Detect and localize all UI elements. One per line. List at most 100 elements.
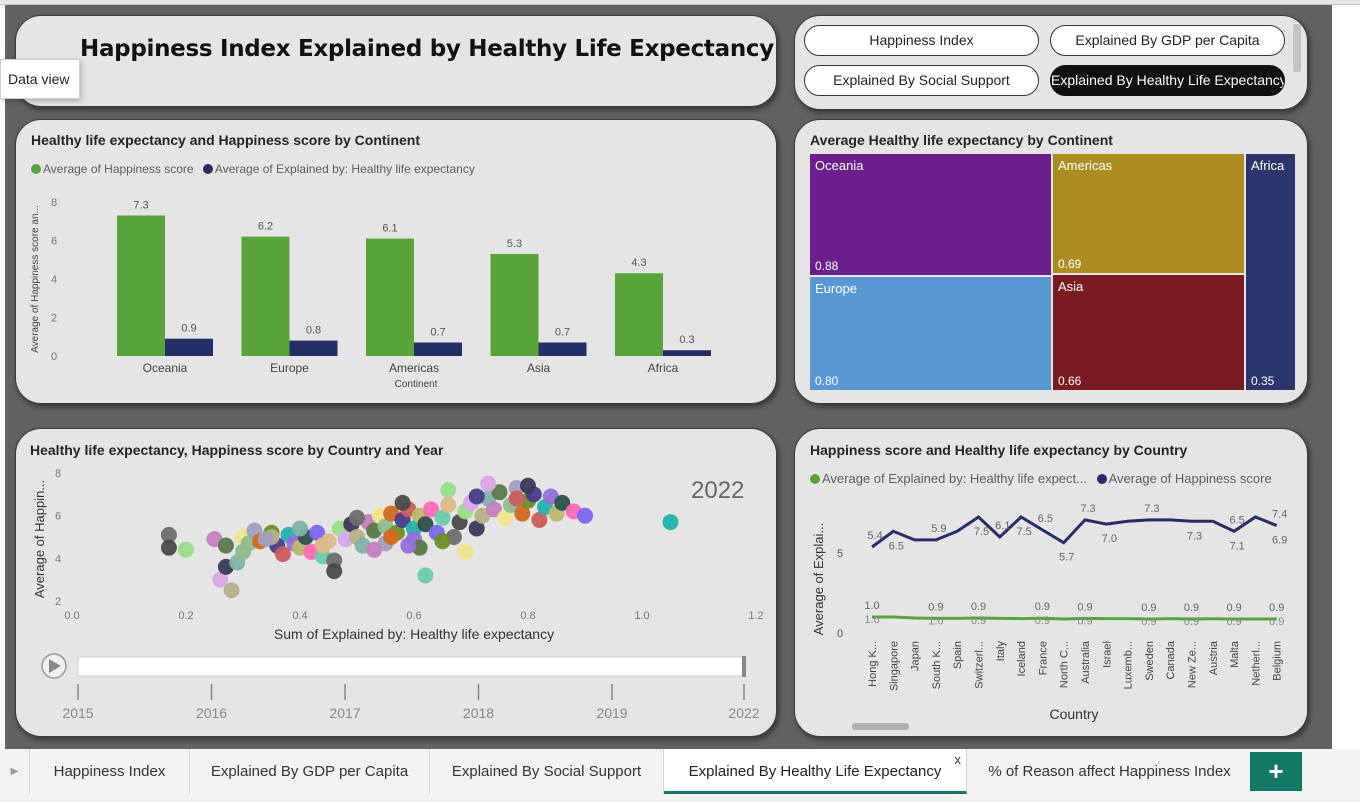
tab-gdp-per-capita[interactable]: Explained By GDP per Capita [190, 749, 430, 794]
scatter-point [468, 488, 485, 505]
data-label: 7.5 [974, 526, 989, 538]
x-tick-label: 0.4 [292, 610, 307, 622]
bar-chart-title: Healthy life expectancy and Happiness sc… [31, 132, 420, 148]
line-chart-legend: Average of Explained by: Healthy life ex… [810, 471, 1278, 486]
nav-button-gdp[interactable]: Explained By GDP per Capita [1050, 25, 1285, 56]
nav-button-social-support[interactable]: Explained By Social Support [804, 65, 1039, 96]
scatter-point [508, 490, 525, 507]
x-tick-label: Asia [527, 361, 551, 375]
y-tick-label: 6 [55, 511, 61, 523]
bar [165, 338, 213, 356]
scatter-point [366, 541, 383, 558]
legend-item-happiness[interactable]: Average of Happiness score [1096, 471, 1272, 486]
scatter-point [160, 539, 177, 556]
data-label: 5.3 [507, 238, 522, 250]
scatter-point [309, 524, 326, 541]
data-label: 0.9 [971, 601, 986, 613]
data-label: 0.9 [1077, 615, 1092, 627]
x-tick-label: Sweden [1144, 641, 1156, 681]
legend-item-life-expectancy[interactable]: Average of Explained by: Healthy life ex… [810, 471, 1087, 486]
line-chart-title: Happiness score and Healthy life expecta… [810, 442, 1188, 458]
bar [289, 340, 338, 356]
y-tick-label: 8 [55, 468, 61, 480]
x-tick-label: 0.0 [64, 610, 79, 622]
tab-happiness-index[interactable]: Happiness Index [30, 749, 190, 794]
bar [663, 350, 711, 356]
x-tick-label: Canada [1165, 640, 1177, 679]
scatter-year-label: 2022 [691, 477, 745, 504]
bar-chart-legend: Average of Happiness score Average of Ex… [31, 162, 481, 176]
bar-chart: 0 2 4 6 8 Average of Happiness score an... 7.3… [30, 197, 711, 390]
data-label: 0.9 [1226, 602, 1241, 614]
legend-item-happiness[interactable]: Average of Happiness score [31, 162, 194, 176]
tab-close-icon[interactable]: x [954, 752, 962, 767]
data-label: 1.0 [864, 614, 879, 626]
bar [490, 253, 539, 356]
data-label: 0.9 [181, 323, 196, 335]
legend-dot-icon [810, 474, 820, 484]
scatter-point [349, 509, 365, 526]
bar [615, 273, 663, 356]
data-label: 5.7 [1059, 552, 1074, 564]
tab-scroll-left-icon[interactable]: ▶ [0, 749, 30, 794]
legend-item-life-expectancy[interactable]: Average of Explained by: Healthy life ex… [202, 162, 475, 176]
treemap-cell-americas[interactable]: Americas 0.69 [1053, 154, 1244, 273]
scatter-point [662, 514, 679, 531]
y-tick-label: 2 [51, 313, 57, 325]
data-label: 6.5 [889, 540, 904, 552]
treemap-cell-value: 0.66 [1058, 374, 1082, 388]
x-tick-label: Europe [270, 361, 309, 375]
data-label: 0.9 [1184, 602, 1199, 614]
scatter-point [497, 509, 514, 526]
tab-reason-affect-happiness[interactable]: % of Reason affect Happiness Index [988, 763, 1231, 780]
legend-dot-icon [1096, 474, 1107, 484]
tab-healthy-life-expectancy[interactable]: Explained By Healthy Life Expectancy x [664, 749, 967, 794]
scatter-point [457, 543, 474, 560]
nav-button-healthy-life-expectancy[interactable]: Explained By Healthy Life Expectancy [1050, 65, 1285, 96]
legend-label: Average of Explained by: Healthy life ex… [822, 471, 1087, 486]
play-axis-year-label: 2017 [329, 705, 360, 721]
data-label: 0.9 [1141, 616, 1156, 628]
scatter-title: Healthy life expectancy, Happiness score… [30, 442, 444, 458]
scatter-point [434, 509, 451, 526]
play-axis-year-label: 2022 [728, 705, 759, 721]
y-tick-label: 6 [51, 236, 57, 248]
add-page-icon[interactable]: + [1250, 752, 1302, 791]
data-label: 6.5 [1229, 514, 1244, 526]
play-axis-year-label: 2019 [596, 705, 627, 721]
legend-dot-icon [31, 164, 41, 174]
line-chart-panel: Happiness score and Healthy life expecta… [794, 428, 1308, 737]
x-tick-label: 0.2 [178, 610, 193, 622]
x-axis-label: Continent [395, 379, 438, 390]
button-panel-scrollbar[interactable] [1293, 24, 1301, 72]
data-label: 6.2 [258, 221, 273, 233]
data-label: 0.9 [1035, 601, 1050, 613]
x-tick-label: Japan [910, 641, 922, 671]
play-axis-year-label: 2016 [196, 705, 227, 721]
x-tick-label: France [1037, 641, 1049, 675]
scatter-point [314, 537, 331, 554]
treemap-cell-europe[interactable]: Europe 0.80 [810, 277, 1051, 390]
treemap-cell-asia[interactable]: Asia 0.66 [1053, 275, 1244, 390]
x-tick-label: New Ze... [1187, 641, 1199, 688]
page-tab-bar: ▶ Happiness Index Explained By GDP per C… [0, 749, 1360, 802]
scatter-point [440, 497, 457, 513]
data-label: 0.9 [1077, 601, 1092, 613]
data-view-tooltip[interactable]: Data view [0, 59, 80, 99]
data-label: 7.3 [1144, 503, 1159, 515]
data-label: 7.4 [1272, 509, 1287, 521]
treemap-cell-oceania[interactable]: Oceania 0.88 [810, 154, 1051, 275]
scatter-point [235, 543, 251, 560]
scatter-point [417, 516, 434, 533]
treemap-cell-africa[interactable]: Africa 0.35 [1246, 154, 1295, 390]
navigation-panel: Happiness Index Explained By GDP per Cap… [794, 15, 1308, 110]
line-chart: 5 0 Average of Explai... 5.4 6.5 5.9 7.5 6.1 7.5… [811, 503, 1287, 730]
x-tick-label: Switzerl... [974, 641, 986, 689]
data-label: 5.4 [867, 530, 882, 542]
nav-button-happiness-index[interactable]: Happiness Index [804, 25, 1039, 56]
data-label: 7.3 [1080, 503, 1095, 515]
data-label: 0.9 [1269, 616, 1284, 628]
horizontal-scrollbar[interactable] [852, 723, 909, 730]
tab-social-support[interactable]: Explained By Social Support [430, 749, 664, 794]
bar-chart-panel: Healthy life expectancy and Happiness sc… [15, 119, 777, 404]
